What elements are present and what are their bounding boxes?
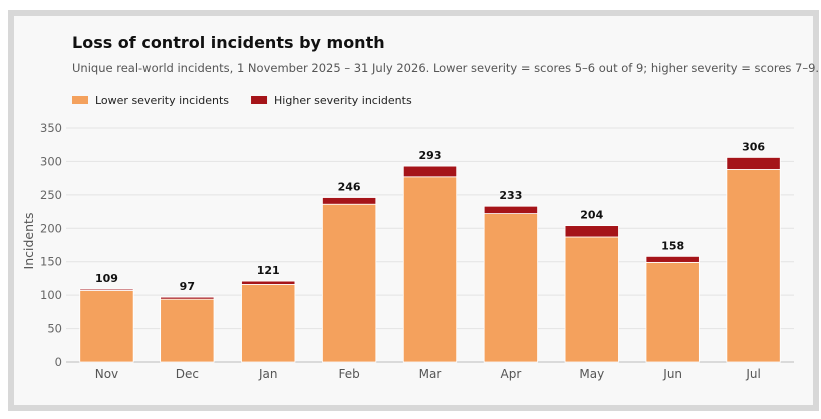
bar-higher-severity [645, 255, 700, 263]
bar-lower-severity [726, 169, 781, 363]
bar-higher-severity [79, 288, 134, 291]
x-axis: Nov Dec Jan Feb Mar Apr May Jun Jul [95, 367, 761, 381]
bar-higher-severity [322, 197, 377, 205]
bars: 109 97 121 246 293 233 204 158 306 [79, 140, 781, 363]
bar-lower-severity [160, 298, 215, 363]
bar-lower-severity [402, 176, 458, 363]
x-tick-label: Jan [258, 367, 278, 381]
y-axis-label: Incidents [21, 213, 36, 270]
bar-total-label: 306 [742, 140, 765, 153]
bar-lower-severity [645, 261, 700, 363]
legend-label-higher: Higher severity incidents [274, 94, 412, 107]
x-tick-label: Jul [745, 367, 760, 381]
bar-total-label: 246 [338, 181, 361, 194]
bar-total-label: 109 [95, 272, 118, 285]
legend-label-lower: Lower severity incidents [95, 94, 229, 107]
x-tick-label: Jun [662, 367, 682, 381]
chart-legend: Lower severity incidents Higher severity … [72, 94, 412, 107]
chart-frame: Loss of control incidents by month Uniqu… [8, 10, 819, 411]
y-tick-label: 300 [40, 154, 62, 168]
legend-swatch-higher [251, 96, 268, 104]
y-tick-label: 0 [55, 355, 62, 369]
y-axis: 0 50 100 150 200 250 300 350 [40, 121, 62, 369]
x-tick-label: Feb [338, 367, 359, 381]
legend-swatch-lower [72, 96, 88, 104]
bar-lower-severity [79, 290, 134, 363]
bar-higher-severity [402, 165, 458, 178]
bar-total-label: 204 [580, 209, 603, 222]
y-tick-label: 100 [40, 288, 62, 302]
bar-chart: Lower severity incidents Higher severity … [21, 94, 794, 381]
bar-lower-severity [241, 284, 296, 363]
x-tick-label: May [579, 367, 604, 381]
y-tick-label: 350 [40, 121, 62, 135]
bar-higher-severity [564, 225, 619, 238]
x-tick-label: Apr [501, 367, 522, 381]
bar-higher-severity [160, 296, 215, 300]
x-tick-label: Dec [176, 367, 199, 381]
bar-higher-severity [726, 157, 781, 170]
x-tick-label: Nov [95, 367, 118, 381]
bar-higher-severity [483, 205, 538, 214]
bar-total-label: 158 [661, 239, 684, 252]
bar-total-label: 121 [257, 264, 280, 277]
bar-higher-severity [241, 280, 296, 285]
bar-total-label: 293 [419, 149, 442, 162]
y-tick-label: 250 [40, 188, 62, 202]
bar-total-label: 233 [499, 189, 522, 202]
chart-subtitle: Unique real-world incidents, 1 November … [72, 61, 820, 75]
x-tick-label: Mar [419, 367, 442, 381]
bar-lower-severity [483, 213, 538, 363]
y-tick-label: 50 [47, 322, 62, 336]
bar-lower-severity [564, 236, 619, 363]
bar-total-label: 97 [180, 280, 195, 293]
y-tick-label: 150 [40, 255, 62, 269]
y-tick-label: 200 [40, 221, 62, 235]
chart-title: Loss of control incidents by month [72, 33, 385, 52]
bar-lower-severity [322, 203, 377, 363]
